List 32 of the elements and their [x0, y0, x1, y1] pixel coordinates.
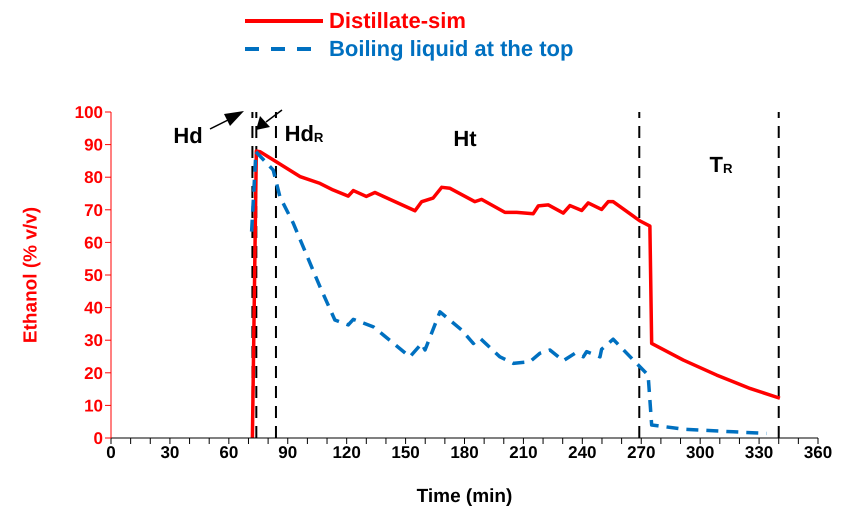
y-tick-label: 100 — [74, 103, 103, 122]
y-tick-label: 80 — [84, 168, 103, 188]
annotation: Hd — [173, 122, 203, 148]
x-tick-label: 90 — [278, 443, 298, 462]
y-tick-label: 50 — [84, 266, 103, 286]
x-tick-label: 210 — [509, 443, 538, 462]
y-tick-label: 0 — [94, 429, 103, 448]
annotation: T$_{R}$ — [710, 152, 733, 177]
x-tick-label: 240 — [568, 443, 597, 462]
x-tick-label: 270 — [627, 443, 656, 462]
y-tick-label: 20 — [84, 364, 103, 383]
x-tick-label: 360 — [804, 443, 832, 462]
annotation: Ht — [453, 126, 478, 151]
x-tick-label: 30 — [160, 443, 180, 462]
x-axis-title: Time (min) — [416, 486, 512, 507]
annotation: Hd$_{R}$ — [284, 120, 324, 146]
x-tick-label: 60 — [219, 443, 238, 462]
y-axis-title: Ethanol (% v/v) — [20, 206, 42, 344]
y-tick-label: 30 — [84, 331, 103, 350]
x-tick-label: 300 — [686, 443, 714, 462]
x-tick-label: 180 — [450, 443, 479, 462]
x-tick-label: 150 — [391, 443, 420, 462]
x-tick-label: 0 — [106, 443, 116, 462]
y-tick-label: 90 — [84, 136, 103, 155]
x-tick-label: 330 — [744, 443, 774, 462]
y-tick-label: 70 — [84, 200, 103, 220]
y-tick-label: 40 — [84, 298, 103, 318]
y-tick-label: 60 — [84, 233, 103, 252]
legend-label: Boiling liquid at the top — [329, 36, 574, 62]
legend-label: Distillate-sim — [329, 8, 466, 34]
x-tick-label: 120 — [332, 443, 361, 462]
y-tick-label: 10 — [84, 396, 103, 416]
